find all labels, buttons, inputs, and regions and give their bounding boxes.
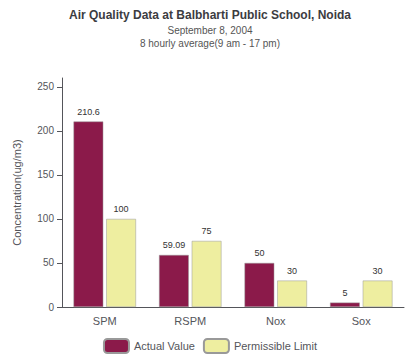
- svg-text:59.09: 59.09: [163, 240, 186, 250]
- svg-text:50: 50: [254, 248, 264, 258]
- svg-text:150: 150: [37, 169, 54, 180]
- svg-text:September 8, 2004: September 8, 2004: [167, 25, 252, 36]
- svg-text:Permissible Limit: Permissible Limit: [234, 340, 317, 352]
- svg-text:Air Quality Data at Balbharti: Air Quality Data at Balbharti Public Sch…: [69, 8, 351, 22]
- svg-text:5: 5: [342, 288, 347, 298]
- svg-text:100: 100: [37, 213, 54, 224]
- svg-text:SPM: SPM: [93, 315, 117, 327]
- svg-text:Nox: Nox: [266, 315, 286, 327]
- svg-text:30: 30: [373, 266, 383, 276]
- svg-text:75: 75: [202, 226, 212, 236]
- svg-text:RSPM: RSPM: [174, 315, 206, 327]
- svg-text:Sox: Sox: [352, 315, 371, 327]
- svg-text:210.6: 210.6: [77, 107, 100, 117]
- svg-text:Actual Value: Actual Value: [134, 340, 195, 352]
- svg-text:50: 50: [43, 257, 55, 268]
- svg-text:Concentration(ug/m3): Concentration(ug/m3): [11, 139, 23, 245]
- svg-text:30: 30: [287, 266, 297, 276]
- svg-text:0: 0: [48, 302, 54, 313]
- svg-text:100: 100: [114, 204, 129, 214]
- svg-text:8 hourly average(9 am - 17 pm): 8 hourly average(9 am - 17 pm): [140, 38, 280, 49]
- svg-text:200: 200: [37, 125, 54, 136]
- svg-text:250: 250: [37, 81, 54, 92]
